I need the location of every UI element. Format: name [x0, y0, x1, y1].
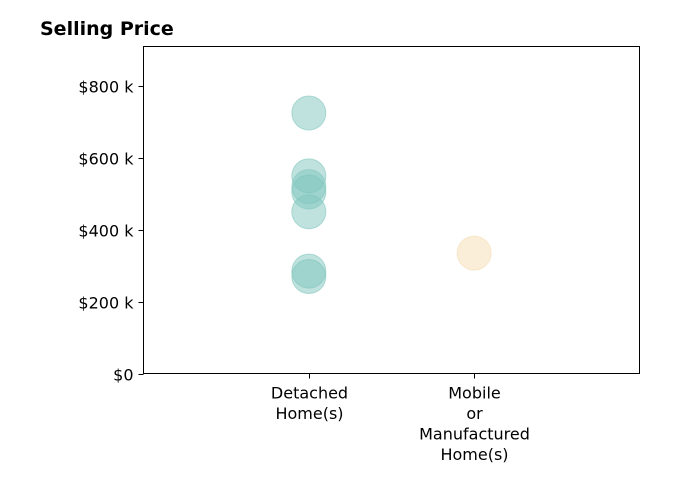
y-tick-label: $800 k: [78, 78, 134, 97]
x-axis: Detached Home(s)Mobile or Manufactured Home(…: [271, 373, 530, 465]
x-tick-label-line: Home(s): [440, 445, 508, 464]
x-tick-label: Detached Home(s): [271, 384, 348, 424]
y-tick-label: $400 k: [78, 222, 134, 241]
data-point: [456, 235, 492, 271]
data-point: [291, 194, 327, 230]
data-point: [291, 95, 327, 131]
x-tick-label-line: Manufactured: [419, 425, 530, 444]
y-tick-label: $200 k: [78, 294, 134, 313]
y-tick-label: $600 k: [78, 150, 134, 169]
x-tick-label-line: Home(s): [275, 404, 343, 423]
plot-frame: [143, 46, 640, 374]
x-tick-label-line: or: [466, 404, 483, 423]
data-point: [291, 258, 327, 294]
y-axis: $0 $200 k $400 k $600 k $800 k: [78, 78, 144, 385]
data-points: [291, 95, 492, 294]
chart-title: Selling Price: [40, 18, 174, 40]
x-tick-label-line: Mobile: [448, 384, 500, 403]
x-tick-label: Mobile or Manufactured Home(s): [419, 384, 530, 465]
x-tick-label-line: Detached: [271, 384, 348, 403]
y-tick-label: $0: [113, 366, 133, 385]
